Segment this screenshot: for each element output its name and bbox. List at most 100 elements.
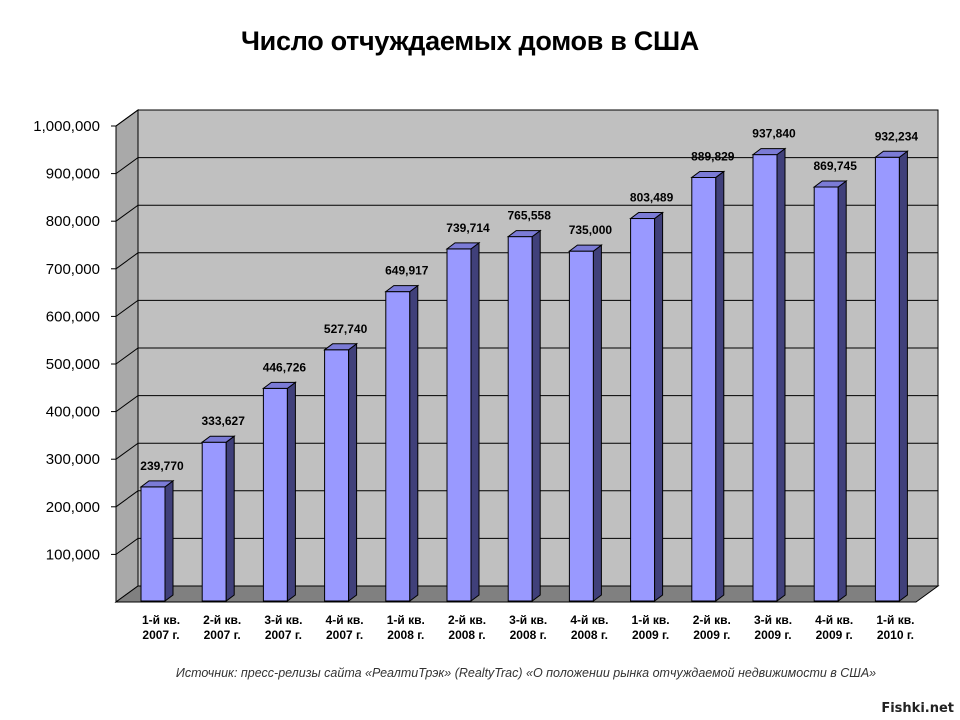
gridline xyxy=(115,395,938,413)
bar-side xyxy=(654,211,664,602)
bar xyxy=(140,486,166,602)
bar-side xyxy=(409,284,419,602)
bar xyxy=(813,186,839,602)
bar-group: 889,829 xyxy=(690,149,735,602)
y-tick-label: 400,000 xyxy=(46,404,100,421)
bar-top xyxy=(200,435,236,443)
bar-group: 239,770 xyxy=(139,459,184,602)
bar-top xyxy=(445,242,481,250)
y-tick-label: 200,000 xyxy=(46,499,100,516)
bar-top xyxy=(629,212,665,220)
bar-top xyxy=(323,343,359,351)
x-tick-label: 1-й кв. 2009 г. xyxy=(632,613,670,642)
bar-side xyxy=(837,180,847,602)
gridline xyxy=(115,204,938,222)
x-tick-label: 2-й кв. 2007 г. xyxy=(203,613,241,642)
bar-side xyxy=(348,342,358,602)
gridline xyxy=(115,157,938,175)
gridline xyxy=(115,252,938,270)
bar-group: 739,714 xyxy=(445,221,490,602)
x-tick-label: 1-й кв. 2010 г. xyxy=(876,613,914,642)
bar-side xyxy=(898,150,908,602)
bar xyxy=(874,156,900,602)
bar-group: 333,627 xyxy=(200,414,246,602)
x-tick-label: 3-й кв. 2007 г. xyxy=(264,613,302,642)
data-label: 446,726 xyxy=(263,360,307,374)
bar xyxy=(568,250,594,602)
bars: 239,770 333,627 446,726 527,740 649,917 739,7… xyxy=(139,127,919,602)
data-label: 333,627 xyxy=(202,414,246,428)
data-label: 765,558 xyxy=(508,209,552,223)
watermark: Fishki.net xyxy=(881,701,954,716)
y-tick-label: 100,000 xyxy=(46,546,100,563)
bar-group: 527,740 xyxy=(323,322,368,602)
bar xyxy=(385,291,411,602)
bar-side xyxy=(164,479,174,602)
bar-top xyxy=(261,381,297,389)
x-axis-labels: 1-й кв. 2007 г. 2-й кв. 2007 г. 3-й кв. 2007 … xyxy=(142,613,915,642)
bar-top xyxy=(690,170,726,178)
bar xyxy=(262,387,288,602)
y-tick-label: 300,000 xyxy=(46,451,100,468)
gridlines xyxy=(115,109,938,555)
bar xyxy=(691,176,717,602)
bar-group: 937,840 xyxy=(751,127,796,602)
data-label: 803,489 xyxy=(630,191,674,205)
bar xyxy=(324,349,350,602)
bar-group: 803,489 xyxy=(629,191,674,602)
bar-top xyxy=(812,180,848,188)
bar-top xyxy=(384,285,420,293)
bar xyxy=(507,236,533,602)
data-label: 739,714 xyxy=(446,221,490,235)
x-tick-label: 4-й кв. 2007 г. xyxy=(326,613,364,642)
x-tick-label: 3-й кв. 2009 г. xyxy=(754,613,792,642)
y-tick-label: 500,000 xyxy=(46,356,100,373)
gridline xyxy=(115,490,938,508)
bar-side xyxy=(531,229,541,602)
y-tick-label: 700,000 xyxy=(46,261,100,278)
bar-side xyxy=(225,435,235,602)
gridline xyxy=(115,347,938,365)
bar-top xyxy=(567,244,603,252)
gridline xyxy=(115,299,938,317)
y-tick-label: 1,000,000 xyxy=(33,118,100,135)
bar-top xyxy=(873,150,909,158)
bar xyxy=(630,218,656,602)
data-label: 239,770 xyxy=(140,459,184,473)
chart-title: Число отчуждаемых домов в США xyxy=(241,26,699,56)
bar-side xyxy=(592,244,602,602)
data-label: 932,234 xyxy=(875,129,919,143)
x-tick-label: 2-й кв. 2008 г. xyxy=(448,613,486,642)
x-tick-label: 1-й кв. 2008 г. xyxy=(387,613,425,642)
bar-side xyxy=(776,147,786,602)
bar-group: 869,745 xyxy=(812,159,858,602)
bar-side xyxy=(470,241,480,602)
x-tick-label: 2-й кв. 2009 г. xyxy=(693,613,731,642)
x-tick-label: 4-й кв. 2008 г. xyxy=(570,613,608,642)
bar-side xyxy=(286,381,296,602)
bar-group: 735,000 xyxy=(567,223,612,602)
bar-top xyxy=(751,148,787,156)
bar-side xyxy=(715,170,725,602)
bar xyxy=(201,441,227,602)
y-tick-label: 900,000 xyxy=(46,166,100,183)
bar xyxy=(446,248,472,602)
gridline xyxy=(115,442,938,460)
x-tick-label: 3-й кв. 2008 г. xyxy=(509,613,547,642)
bar-group: 446,726 xyxy=(261,360,307,602)
data-label: 937,840 xyxy=(752,127,796,141)
data-label: 527,740 xyxy=(324,322,368,336)
y-tick-label: 800,000 xyxy=(46,213,100,230)
bar-group: 765,558 xyxy=(506,209,552,602)
bar-group: 932,234 xyxy=(873,129,919,602)
data-label: 869,745 xyxy=(814,159,858,173)
bar xyxy=(752,154,778,602)
bar-top xyxy=(139,480,175,488)
data-label: 889,829 xyxy=(691,149,735,163)
y-tick-label: 600,000 xyxy=(46,308,100,325)
x-tick-label: 4-й кв. 2009 г. xyxy=(815,613,853,642)
source-note: Источник: пресс-релизы сайта «РеалтиТрэк… xyxy=(175,666,877,680)
bar-top xyxy=(506,230,542,238)
y-axis: 100,000 200,000 300,000 400,000 500,000 600,0… xyxy=(33,118,117,602)
